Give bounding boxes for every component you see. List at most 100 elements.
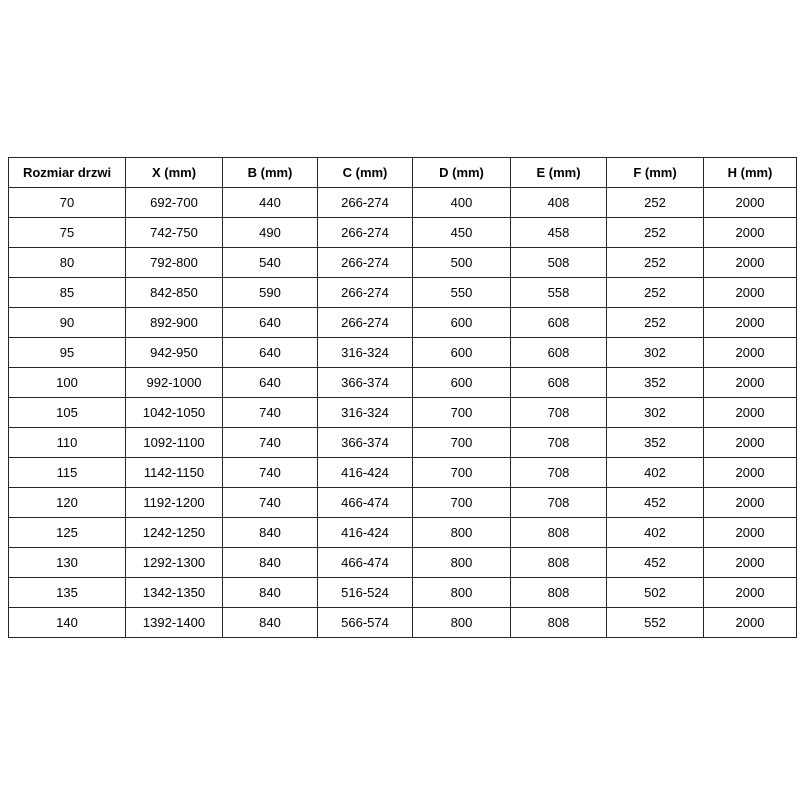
table-row: 90 892-900 640 266-274 600 608 252 2000 — [8, 307, 797, 338]
table-cell: 252 — [606, 217, 704, 248]
table-cell: 2000 — [703, 487, 797, 518]
table-cell: 416-424 — [317, 517, 413, 548]
column-header: H (mm) — [703, 157, 797, 188]
table-cell: 316-324 — [317, 337, 413, 368]
table-cell: 252 — [606, 187, 704, 218]
table-cell: 466-474 — [317, 487, 413, 518]
table-cell: 440 — [222, 187, 318, 218]
table-row: 70 692-700 440 266-274 400 408 252 2000 — [8, 187, 797, 218]
table-cell: 2000 — [703, 307, 797, 338]
table-cell: 550 — [412, 277, 511, 308]
table-cell: 700 — [412, 457, 511, 488]
table-cell: 266-274 — [317, 247, 413, 278]
table-cell: 452 — [606, 487, 704, 518]
table-cell: 842-850 — [125, 277, 223, 308]
table-cell: 2000 — [703, 217, 797, 248]
table-cell: 600 — [412, 307, 511, 338]
table-cell: 600 — [412, 367, 511, 398]
table-cell: 500 — [412, 247, 511, 278]
table-cell: 2000 — [703, 577, 797, 608]
table-cell: 740 — [222, 427, 318, 458]
table-header: Rozmiar drzwi X (mm) B (mm) C (mm) D (mm) E (… — [8, 157, 797, 188]
table-row: 80 792-800 540 266-274 500 508 252 2000 — [8, 247, 797, 278]
table-row: 75 742-750 490 266-274 450 458 252 2000 — [8, 217, 797, 248]
table-cell: 708 — [510, 397, 607, 428]
table-cell: 2000 — [703, 337, 797, 368]
table-cell: 125 — [8, 517, 126, 548]
table-row: 85 842-850 590 266-274 550 558 252 2000 — [8, 277, 797, 308]
table-cell: 105 — [8, 397, 126, 428]
table-cell: 402 — [606, 457, 704, 488]
table-cell: 740 — [222, 397, 318, 428]
table-cell: 700 — [412, 427, 511, 458]
table-cell: 1392-1400 — [125, 607, 223, 638]
table-cell: 352 — [606, 427, 704, 458]
table-cell: 840 — [222, 547, 318, 578]
table-cell: 352 — [606, 367, 704, 398]
table-cell: 70 — [8, 187, 126, 218]
table-cell: 740 — [222, 457, 318, 488]
table-cell: 2000 — [703, 607, 797, 638]
table-row: 95 942-950 640 316-324 600 608 302 2000 — [8, 337, 797, 368]
table-cell: 700 — [412, 487, 511, 518]
table-cell: 800 — [412, 547, 511, 578]
column-header: C (mm) — [317, 157, 413, 188]
table-cell: 135 — [8, 577, 126, 608]
header-row: Rozmiar drzwi X (mm) B (mm) C (mm) D (mm) E (… — [8, 157, 797, 188]
table-cell: 1192-1200 — [125, 487, 223, 518]
table-cell: 302 — [606, 337, 704, 368]
table-cell: 400 — [412, 187, 511, 218]
table-cell: 2000 — [703, 247, 797, 278]
table-cell: 808 — [510, 577, 607, 608]
table-cell: 316-324 — [317, 397, 413, 428]
size-table-container: Rozmiar drzwi X (mm) B (mm) C (mm) D (mm) E (… — [8, 157, 797, 638]
table-cell: 640 — [222, 337, 318, 368]
table-row: 100 992-1000 640 366-374 600 608 352 2000 — [8, 367, 797, 398]
table-cell: 800 — [412, 607, 511, 638]
table-cell: 708 — [510, 487, 607, 518]
table-cell: 85 — [8, 277, 126, 308]
table-cell: 2000 — [703, 187, 797, 218]
table-row: 135 1342-1350 840 516-524 800 808 502 2000 — [8, 577, 797, 608]
table-cell: 402 — [606, 517, 704, 548]
table-cell: 600 — [412, 337, 511, 368]
table-cell: 130 — [8, 547, 126, 578]
table-cell: 302 — [606, 397, 704, 428]
table-cell: 892-900 — [125, 307, 223, 338]
table-cell: 502 — [606, 577, 704, 608]
table-cell: 692-700 — [125, 187, 223, 218]
table-cell: 2000 — [703, 367, 797, 398]
table-cell: 708 — [510, 457, 607, 488]
table-row: 125 1242-1250 840 416-424 800 808 402 2000 — [8, 517, 797, 548]
table-row: 105 1042-1050 740 316-324 700 708 302 2000 — [8, 397, 797, 428]
table-cell: 808 — [510, 607, 607, 638]
table-cell: 1142-1150 — [125, 457, 223, 488]
table-body: 70 692-700 440 266-274 400 408 252 2000 75 742-75… — [8, 187, 797, 638]
table-cell: 366-374 — [317, 427, 413, 458]
table-cell: 2000 — [703, 547, 797, 578]
table-cell: 992-1000 — [125, 367, 223, 398]
table-cell: 266-274 — [317, 217, 413, 248]
table-cell: 800 — [412, 517, 511, 548]
table-row: 115 1142-1150 740 416-424 700 708 402 2000 — [8, 457, 797, 488]
table-cell: 408 — [510, 187, 607, 218]
table-cell: 800 — [412, 577, 511, 608]
table-cell: 2000 — [703, 427, 797, 458]
table-cell: 558 — [510, 277, 607, 308]
table-cell: 458 — [510, 217, 607, 248]
table-row: 140 1392-1400 840 566-574 800 808 552 2000 — [8, 607, 797, 638]
door-size-table: Rozmiar drzwi X (mm) B (mm) C (mm) D (mm) E (… — [8, 157, 797, 638]
table-cell: 1242-1250 — [125, 517, 223, 548]
column-header: E (mm) — [510, 157, 607, 188]
table-cell: 840 — [222, 517, 318, 548]
table-cell: 566-574 — [317, 607, 413, 638]
table-cell: 608 — [510, 307, 607, 338]
table-cell: 808 — [510, 547, 607, 578]
table-cell: 1342-1350 — [125, 577, 223, 608]
table-cell: 640 — [222, 367, 318, 398]
table-cell: 115 — [8, 457, 126, 488]
table-cell: 252 — [606, 247, 704, 278]
table-cell: 740 — [222, 487, 318, 518]
table-cell: 516-524 — [317, 577, 413, 608]
table-cell: 490 — [222, 217, 318, 248]
